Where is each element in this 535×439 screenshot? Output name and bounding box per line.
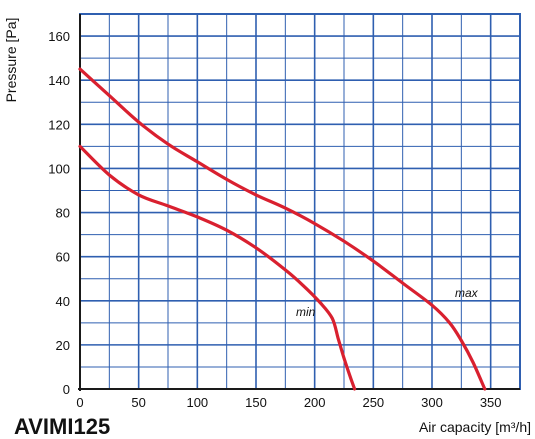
y-tick-label: 20 (56, 338, 70, 353)
x-tick-label: 100 (186, 395, 208, 410)
plot-frame (79, 13, 521, 390)
series-label-max: max (455, 286, 479, 300)
x-tick-label: 250 (362, 395, 384, 410)
y-tick-label: 80 (56, 206, 70, 221)
x-tick-label: 0 (76, 395, 83, 410)
y-tick-label: 120 (48, 117, 70, 132)
y-tick-label: 40 (56, 294, 70, 309)
series-label-min: min (296, 305, 316, 319)
series-line-max (78, 67, 487, 391)
y-tick-label: 0 (63, 382, 70, 397)
y-tick-label: 160 (48, 29, 70, 44)
y-tick-label: 60 (56, 250, 70, 265)
x-tick-label: 200 (304, 395, 326, 410)
y-tick-label: 140 (48, 73, 70, 88)
series-line-min (78, 144, 357, 391)
x-tick-label: 50 (131, 395, 145, 410)
x-tick-label: 300 (421, 395, 443, 410)
y-axis-title: Pressure [Pa] (3, 18, 19, 103)
x-axis-title: Air capacity [m³/h] (419, 419, 531, 435)
x-tick-label: 150 (245, 395, 267, 410)
y-tick-label: 100 (48, 161, 70, 176)
x-tick-label: 350 (480, 395, 502, 410)
model-label: AVIMI125 (14, 414, 110, 439)
